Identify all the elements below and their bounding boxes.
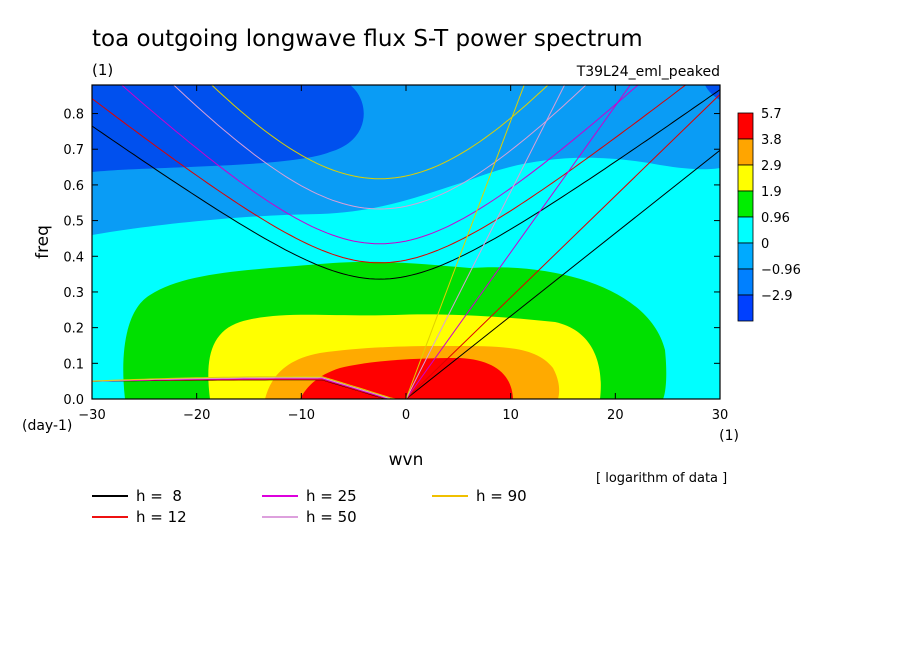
kelvin-line-h12 bbox=[405, 94, 720, 399]
x-tick-label: 20 bbox=[607, 408, 624, 423]
colorbar-label: 1.9 bbox=[761, 185, 782, 200]
ig-curve-h25 bbox=[120, 85, 639, 245]
colorbar-swatch bbox=[737, 268, 754, 296]
x-tick-label: −30 bbox=[78, 408, 105, 423]
legend-label: h = 90 bbox=[476, 487, 527, 505]
colorbar-swatch bbox=[737, 294, 754, 322]
y-tick-label: 0.5 bbox=[63, 215, 84, 230]
colorbar-label: 5.7 bbox=[761, 107, 782, 122]
colorbar-swatch bbox=[737, 164, 754, 192]
axes: −30 −20 −10 0 10 20 30 0.0 0.1 0.2 0.3 0.4 0.5 0.6 0.7… bbox=[63, 85, 728, 423]
band-1 bbox=[92, 85, 364, 172]
ig-curve-h50 bbox=[173, 85, 587, 210]
kelvin-line-h25 bbox=[405, 85, 631, 399]
y-tick-label: 0.3 bbox=[63, 286, 84, 301]
dispersion-curves bbox=[92, 85, 720, 399]
y-tick-label: 0.1 bbox=[63, 357, 84, 372]
legend-label: h = 12 bbox=[136, 508, 187, 526]
colorbar-swatch bbox=[737, 216, 754, 244]
y-tick-label: 0.0 bbox=[63, 393, 84, 408]
colorbar-label: 2.9 bbox=[761, 159, 782, 174]
legend-label: h = 50 bbox=[306, 508, 357, 526]
x-tick-label: 10 bbox=[502, 408, 519, 423]
y-tick-label: 0.7 bbox=[63, 143, 84, 158]
x-axis-units: (1) bbox=[719, 428, 739, 444]
rossby-curve-h90 bbox=[92, 376, 406, 399]
title-units: (1) bbox=[92, 61, 113, 79]
kelvin-line-h50 bbox=[405, 85, 566, 399]
y-tick-label: 0.4 bbox=[63, 250, 84, 265]
colorbar: 5.7 3.8 2.9 1.9 0.96 0 −0.96 −2.9 bbox=[737, 107, 801, 322]
colorbar-swatch bbox=[737, 242, 754, 270]
y-tick-label: 0.8 bbox=[63, 108, 84, 123]
colorbar-label: −2.9 bbox=[761, 289, 793, 304]
x-tick-label: 0 bbox=[402, 408, 410, 423]
kelvin-line-h90 bbox=[405, 85, 525, 399]
ig-curve-h90 bbox=[211, 85, 549, 180]
x-axis-label: wvn bbox=[389, 450, 424, 470]
colorbar-swatch bbox=[737, 190, 754, 218]
legend-label: h = 8 bbox=[136, 487, 182, 505]
x-tick-label: −10 bbox=[288, 408, 315, 423]
x-tick-label: −20 bbox=[183, 408, 210, 423]
colorbar-label: 0 bbox=[761, 237, 769, 252]
colorbar-swatch bbox=[737, 138, 754, 166]
legend: h = 8 h = 12 h = 25 h = 50 h = 90 bbox=[92, 487, 527, 526]
y-axis-units: (day-1) bbox=[22, 418, 72, 434]
band-1b bbox=[705, 85, 720, 100]
y-tick-label: 0.6 bbox=[63, 179, 84, 194]
chart-title: toa outgoing longwave flux S-T power spe… bbox=[92, 26, 643, 52]
colorbar-swatch bbox=[737, 112, 754, 140]
ig-curve-h8 bbox=[92, 89, 720, 280]
plot-area bbox=[92, 85, 720, 399]
ig-curve-h12 bbox=[92, 85, 687, 264]
legend-label: h = 25 bbox=[306, 487, 357, 505]
colorbar-label: 3.8 bbox=[761, 133, 782, 148]
y-tick-label: 0.2 bbox=[63, 322, 84, 337]
kelvin-line-h8 bbox=[405, 149, 720, 399]
experiment-label: T39L24_eml_peaked bbox=[576, 64, 720, 80]
colorbar-label: −0.96 bbox=[761, 263, 801, 278]
log-note: [ logarithm of data ] bbox=[596, 471, 727, 486]
colorbar-label: 0.96 bbox=[761, 211, 790, 226]
y-axis-label: freq bbox=[33, 225, 53, 259]
x-tick-label: 30 bbox=[712, 408, 729, 423]
